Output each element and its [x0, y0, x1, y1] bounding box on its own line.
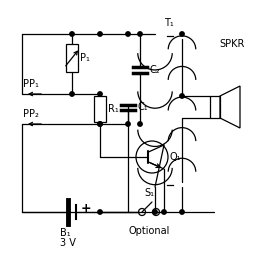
- Circle shape: [70, 92, 74, 96]
- Circle shape: [126, 32, 130, 36]
- Circle shape: [180, 210, 184, 214]
- Circle shape: [126, 122, 130, 126]
- Text: Optional: Optional: [128, 226, 170, 236]
- Circle shape: [180, 32, 184, 36]
- Text: C₂: C₂: [149, 65, 160, 75]
- Text: +: +: [81, 201, 92, 215]
- Text: B₁: B₁: [60, 228, 71, 238]
- Text: P₁: P₁: [80, 53, 90, 63]
- Circle shape: [162, 210, 166, 214]
- Circle shape: [180, 94, 184, 98]
- Text: PP₂: PP₂: [23, 109, 39, 119]
- Text: 3 V: 3 V: [60, 238, 76, 248]
- Text: T₁: T₁: [164, 18, 173, 28]
- Text: SPKR: SPKR: [219, 39, 245, 49]
- Circle shape: [98, 92, 102, 96]
- Bar: [210, 96, 220, 118]
- Bar: [94, 96, 106, 122]
- Circle shape: [138, 122, 142, 126]
- Bar: [66, 44, 78, 72]
- Text: PP₁: PP₁: [23, 79, 39, 89]
- Text: R₁: R₁: [108, 104, 119, 114]
- Circle shape: [70, 32, 74, 36]
- Text: S₁: S₁: [144, 188, 154, 198]
- Circle shape: [98, 122, 102, 126]
- Circle shape: [98, 122, 102, 126]
- Text: Q₁: Q₁: [169, 152, 181, 162]
- Circle shape: [98, 32, 102, 36]
- Circle shape: [98, 210, 102, 214]
- Circle shape: [153, 210, 157, 214]
- Text: C₁: C₁: [137, 102, 148, 112]
- Circle shape: [138, 32, 142, 36]
